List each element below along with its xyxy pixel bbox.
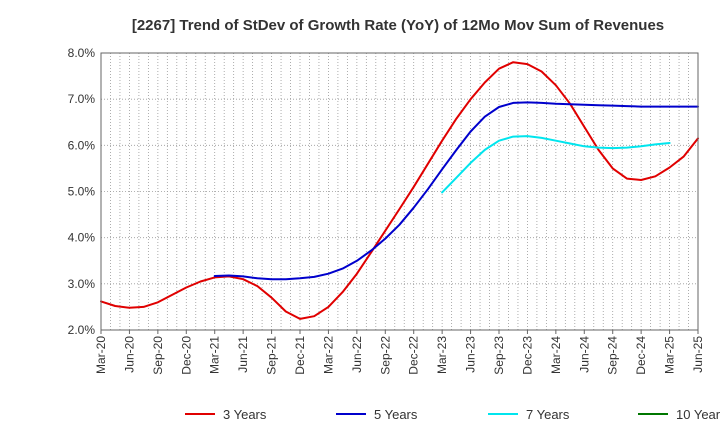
x-tick-label: Jun-24 — [577, 336, 591, 373]
x-tick-label: Sep-21 — [265, 336, 279, 375]
x-tick-label: Jun-25 — [691, 336, 705, 373]
legend: 3 Years 5 Years 7 Years 10 Years — [185, 407, 720, 422]
plot-series — [100, 61, 699, 320]
y-tick-label: 5.0% — [68, 185, 96, 199]
x-tick-label: Jun-20 — [122, 336, 136, 373]
x-tick-label: Dec-22 — [407, 336, 421, 375]
y-tick-label: 3.0% — [68, 277, 96, 291]
y-tick-label: 4.0% — [68, 231, 96, 245]
x-tick-label: Sep-23 — [492, 336, 506, 375]
y-tick-label: 7.0% — [68, 92, 96, 106]
legend-label-5-years: 5 Years — [374, 407, 418, 422]
grid — [101, 52, 698, 331]
x-tick-label: Mar-20 — [94, 336, 108, 374]
x-tick-label: Jun-23 — [464, 336, 478, 373]
x-tick-label: Dec-21 — [293, 336, 307, 375]
axes: 2.0% 3.0% 4.0% 5.0% 6.0% 7.0% 8.0% Mar-20 Jun-20… — [68, 46, 705, 375]
legend-label-10-years: 10 Years — [676, 407, 720, 422]
legend-label-7-years: 7 Years — [526, 407, 570, 422]
x-tick-label: Mar-22 — [321, 336, 335, 374]
series-line-5-years — [213, 101, 699, 281]
chart-title: [2267] Trend of StDev of Growth Rate (Yo… — [132, 17, 664, 34]
x-tick-label: Dec-23 — [520, 336, 534, 375]
y-tick-label: 6.0% — [68, 138, 96, 152]
x-tick-label: Sep-22 — [378, 336, 392, 375]
x-tick-label: Sep-20 — [151, 336, 165, 375]
x-tick-label: Sep-24 — [606, 336, 620, 375]
x-tick-label: Mar-25 — [663, 336, 677, 374]
x-tick-label: Jun-22 — [350, 336, 364, 373]
series-line-3-years — [100, 61, 699, 320]
series-line-7-years — [441, 135, 671, 194]
x-tick-label: Jun-21 — [236, 336, 250, 373]
x-tick-label: Dec-20 — [179, 336, 193, 375]
y-tick-label: 2.0% — [68, 323, 96, 337]
x-tick-label: Dec-24 — [634, 336, 648, 375]
y-tick-label: 8.0% — [68, 46, 96, 60]
legend-label-3-years: 3 Years — [223, 407, 267, 422]
plot-border — [100, 52, 699, 331]
x-tick-label: Mar-23 — [435, 336, 449, 374]
x-tick-label: Mar-21 — [208, 336, 222, 374]
x-tick-label: Mar-24 — [549, 336, 563, 374]
